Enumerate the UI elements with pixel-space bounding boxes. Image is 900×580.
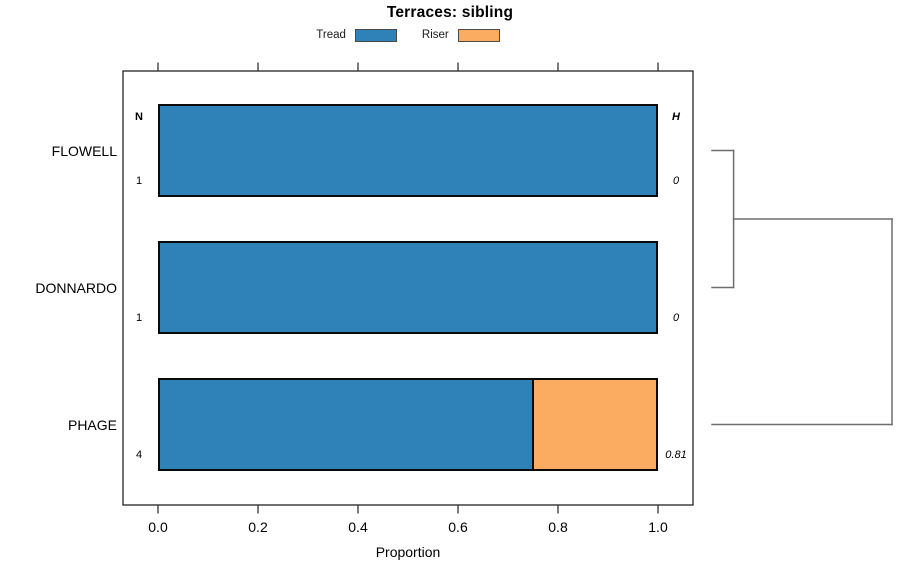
legend-label: Tread [316,29,346,41]
category-label: DONNARDO [35,279,117,296]
bar-segment-riser [532,380,656,469]
category-label: PHAGE [67,416,117,433]
x-tick-label: 0.6 [448,519,468,535]
legend-item-tread: Tread [316,28,397,42]
right-column-header: H [672,111,680,123]
stacked-bar [158,104,658,197]
stacked-bar [158,378,658,471]
x-tick-label: 0.0 [148,519,168,535]
bar-segment-tread [160,380,532,469]
right-column-value: 0 [672,175,680,187]
left-column-value: 1 [135,312,143,324]
x-tick-label: 0.2 [248,519,268,535]
left-column-header: N [135,111,143,123]
category-label: FLOWELL [51,142,117,159]
right-column-value: 0 [672,312,680,324]
x-tick-label: 0.4 [348,519,368,535]
left-column-value: 1 [135,175,143,187]
x-axis-title: Proportion [375,544,441,560]
legend-swatch [354,28,397,42]
legend-item-riser: Riser [421,28,500,42]
legend-label: Riser [421,29,449,41]
legend: Tread Riser [123,26,693,44]
stacked-bar [158,241,658,334]
bar-segment-tread [160,106,656,195]
x-tick-label: 0.8 [548,519,568,535]
plot-box [122,70,694,506]
bar-segment-tread [160,243,656,332]
chart-title: Terraces: sibling [386,4,514,21]
right-column-value: 0.81 [665,449,687,461]
x-tick-label: 1.0 [648,519,668,535]
left-column-value: 4 [135,449,143,461]
legend-swatch [457,28,500,42]
